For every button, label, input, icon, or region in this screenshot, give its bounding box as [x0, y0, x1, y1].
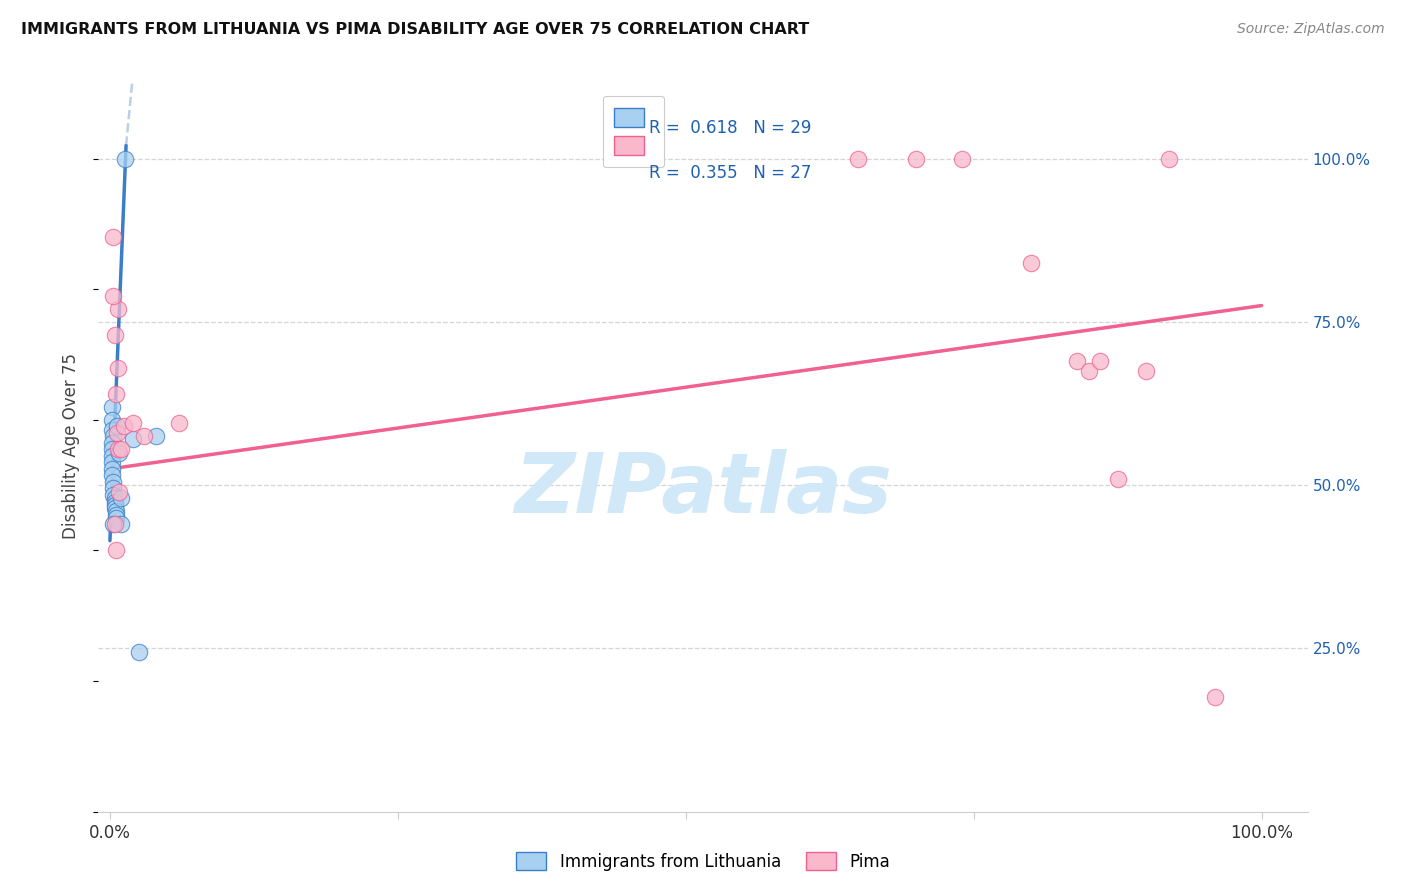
Point	[101, 468, 124, 483]
Point	[107, 442, 129, 457]
Point	[950, 152, 973, 166]
Point	[103, 494, 125, 508]
Point	[145, 429, 167, 443]
Point	[1019, 256, 1042, 270]
Point	[103, 475, 125, 489]
Point	[905, 152, 928, 166]
Point	[1159, 152, 1181, 166]
Point	[103, 517, 125, 532]
Point	[103, 230, 125, 244]
Point	[167, 416, 190, 430]
Text: IMMIGRANTS FROM LITHUANIA VS PIMA DISABILITY AGE OVER 75 CORRELATION CHART: IMMIGRANTS FROM LITHUANIA VS PIMA DISABI…	[21, 22, 810, 37]
Point	[107, 360, 129, 375]
Point	[122, 416, 145, 430]
Point	[1107, 472, 1129, 486]
Point	[104, 543, 127, 558]
Point	[110, 517, 132, 532]
Point	[103, 328, 125, 343]
Point	[103, 517, 125, 532]
Point	[103, 498, 125, 512]
Point	[108, 484, 131, 499]
Point	[848, 152, 870, 166]
Point	[105, 425, 128, 440]
Text: R =  0.618   N = 29: R = 0.618 N = 29	[648, 119, 811, 136]
Point	[107, 301, 129, 316]
Text: Source: ZipAtlas.com: Source: ZipAtlas.com	[1237, 22, 1385, 37]
Point	[104, 508, 127, 522]
Point	[101, 423, 124, 437]
Point	[101, 400, 124, 414]
Text: ZIPatlas: ZIPatlas	[515, 450, 891, 531]
Point	[105, 419, 128, 434]
Point	[1090, 354, 1112, 368]
Point	[108, 445, 131, 459]
Point	[134, 429, 156, 443]
Legend: Immigrants from Lithuania, Pima: Immigrants from Lithuania, Pima	[508, 844, 898, 880]
Y-axis label: Disability Age Over 75: Disability Age Over 75	[62, 353, 80, 539]
Point	[101, 449, 124, 463]
Point	[128, 645, 150, 659]
Point	[101, 413, 124, 427]
Point	[104, 511, 127, 525]
Point	[1066, 354, 1088, 368]
Point	[114, 152, 136, 166]
Point	[101, 442, 124, 457]
Point	[1077, 364, 1099, 378]
Point	[104, 504, 127, 518]
Point	[104, 386, 127, 401]
Point	[1204, 690, 1226, 705]
Point	[110, 491, 132, 506]
Legend: , : ,	[603, 96, 664, 167]
Point	[103, 501, 125, 516]
Point	[103, 491, 125, 506]
Point	[1135, 364, 1157, 378]
Point	[103, 289, 125, 303]
Point	[103, 482, 125, 496]
Point	[103, 429, 125, 443]
Point	[110, 442, 132, 457]
Point	[103, 488, 125, 502]
Point	[122, 433, 145, 447]
Point	[101, 462, 124, 476]
Point	[101, 455, 124, 469]
Text: R =  0.355   N = 27: R = 0.355 N = 27	[648, 164, 811, 182]
Point	[112, 419, 135, 434]
Point	[101, 435, 124, 450]
